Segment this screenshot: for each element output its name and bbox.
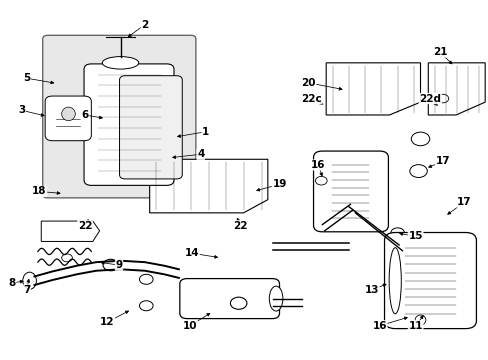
Text: 3: 3 xyxy=(18,105,25,115)
Polygon shape xyxy=(41,221,100,242)
Text: 22c: 22c xyxy=(301,94,321,104)
Polygon shape xyxy=(149,159,267,213)
Ellipse shape xyxy=(23,272,36,289)
Ellipse shape xyxy=(269,286,283,311)
Ellipse shape xyxy=(410,132,429,146)
Text: 5: 5 xyxy=(23,73,30,83)
Text: 14: 14 xyxy=(184,248,199,258)
FancyBboxPatch shape xyxy=(42,35,196,198)
Polygon shape xyxy=(427,63,484,115)
FancyBboxPatch shape xyxy=(313,151,387,232)
Ellipse shape xyxy=(61,107,75,121)
Ellipse shape xyxy=(414,315,425,325)
Text: 22: 22 xyxy=(78,221,92,231)
Text: 12: 12 xyxy=(100,317,114,327)
Text: 20: 20 xyxy=(301,78,315,88)
Text: 22: 22 xyxy=(233,221,247,231)
Text: 9: 9 xyxy=(115,260,122,270)
FancyBboxPatch shape xyxy=(119,76,182,179)
Text: 16: 16 xyxy=(372,321,386,331)
Polygon shape xyxy=(325,63,420,115)
Ellipse shape xyxy=(388,248,401,314)
Text: 6: 6 xyxy=(81,110,88,120)
FancyBboxPatch shape xyxy=(84,64,174,185)
Text: 15: 15 xyxy=(407,231,422,242)
Text: 11: 11 xyxy=(407,321,422,331)
Text: 19: 19 xyxy=(272,179,286,189)
Text: 22d: 22d xyxy=(418,94,440,104)
Ellipse shape xyxy=(102,57,139,69)
Text: 2: 2 xyxy=(141,19,148,30)
FancyBboxPatch shape xyxy=(45,96,91,141)
Text: 17: 17 xyxy=(456,197,470,207)
FancyBboxPatch shape xyxy=(180,279,279,319)
FancyBboxPatch shape xyxy=(384,233,475,329)
Text: 17: 17 xyxy=(435,157,449,166)
Text: 4: 4 xyxy=(197,149,204,159)
Text: 8: 8 xyxy=(8,278,16,288)
Text: 10: 10 xyxy=(183,321,197,331)
Text: 21: 21 xyxy=(432,47,447,57)
Text: 13: 13 xyxy=(364,285,378,295)
Text: 18: 18 xyxy=(32,186,46,197)
Text: 7: 7 xyxy=(23,285,30,295)
Text: 16: 16 xyxy=(310,160,325,170)
Text: 1: 1 xyxy=(202,127,209,137)
